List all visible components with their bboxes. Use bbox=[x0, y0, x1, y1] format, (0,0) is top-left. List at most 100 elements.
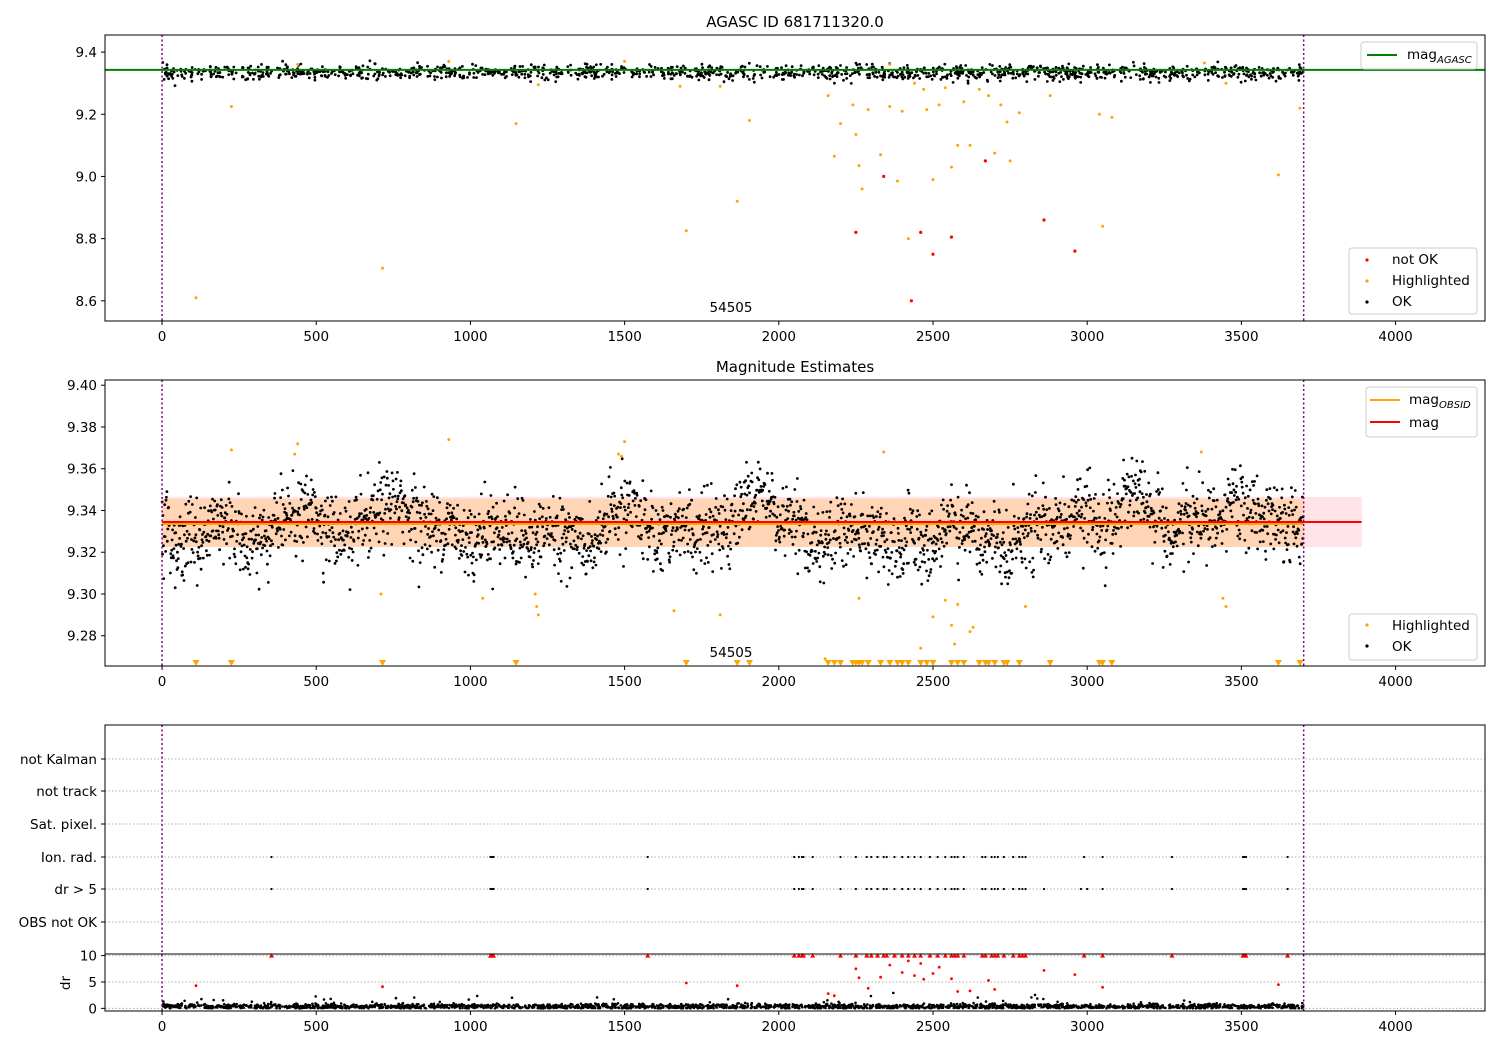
ok-point bbox=[749, 508, 752, 512]
ok-point bbox=[1121, 497, 1125, 500]
ok-point bbox=[558, 496, 562, 500]
ok-point bbox=[842, 78, 845, 82]
ok-point bbox=[233, 547, 236, 551]
ok-point bbox=[768, 514, 772, 518]
ok-point bbox=[222, 562, 225, 566]
ok-point bbox=[519, 556, 523, 560]
legend-mag: mag bbox=[1409, 415, 1439, 431]
ok-point bbox=[390, 543, 394, 546]
ok-point bbox=[759, 485, 763, 488]
ok-point bbox=[912, 76, 915, 80]
ok-point bbox=[824, 532, 827, 536]
ok-point bbox=[1170, 540, 1173, 543]
ok-point bbox=[1113, 525, 1116, 529]
ok-point bbox=[752, 74, 756, 78]
ok-point bbox=[510, 531, 514, 535]
dr-ok-point bbox=[495, 1002, 499, 1005]
ok-point bbox=[649, 489, 653, 493]
ok-point bbox=[801, 74, 804, 78]
ok-point bbox=[962, 515, 965, 518]
ok-point bbox=[1199, 536, 1203, 540]
ok-point bbox=[930, 509, 934, 513]
ok-point bbox=[1091, 525, 1095, 529]
ok-point bbox=[1105, 528, 1109, 532]
ok-point bbox=[378, 488, 382, 492]
ok-point bbox=[1247, 75, 1251, 79]
ok-point bbox=[1243, 538, 1247, 542]
ok-point bbox=[754, 493, 758, 497]
ok-point bbox=[652, 73, 655, 77]
ok-point bbox=[1028, 517, 1032, 520]
ok-point bbox=[480, 66, 484, 70]
ok-point bbox=[762, 71, 766, 74]
below-range-marker bbox=[904, 660, 912, 666]
ok-point bbox=[1261, 528, 1265, 532]
ok-point bbox=[580, 537, 583, 541]
flag-row-label: Ion. rad. bbox=[41, 850, 97, 866]
ok-point bbox=[996, 70, 1000, 74]
highlighted-point bbox=[718, 84, 722, 88]
ok-point bbox=[603, 512, 606, 516]
ok-point bbox=[708, 73, 712, 77]
ok-point bbox=[569, 542, 572, 546]
ok-point bbox=[165, 490, 169, 493]
ok-point bbox=[359, 473, 362, 477]
ok-point bbox=[227, 497, 231, 501]
ok-point bbox=[644, 498, 648, 502]
ok-point bbox=[518, 540, 522, 544]
ok-point bbox=[529, 70, 533, 74]
ok-point bbox=[310, 501, 314, 504]
ok-point bbox=[1162, 74, 1166, 78]
ok-point bbox=[1000, 73, 1004, 77]
ok-point bbox=[697, 78, 701, 82]
ok-point bbox=[816, 512, 820, 515]
ok-point bbox=[939, 78, 943, 81]
ok-point bbox=[1124, 66, 1128, 70]
ok-point bbox=[647, 70, 651, 74]
ok-point bbox=[546, 78, 550, 82]
ok-point bbox=[1251, 516, 1255, 520]
flag-point bbox=[800, 855, 804, 859]
ok-point bbox=[418, 561, 422, 564]
ok-point bbox=[1178, 530, 1182, 533]
ok-point bbox=[1043, 557, 1046, 561]
ok-point bbox=[702, 76, 706, 79]
ok-point bbox=[477, 512, 481, 516]
ok-point bbox=[166, 527, 170, 531]
ok-point bbox=[1047, 561, 1050, 565]
ok-point bbox=[192, 539, 196, 543]
ok-point bbox=[963, 538, 967, 541]
ok-point bbox=[213, 508, 217, 512]
ok-point bbox=[825, 510, 829, 513]
ok-point bbox=[1299, 516, 1303, 520]
ok-point bbox=[923, 560, 927, 564]
ok-point bbox=[526, 547, 530, 550]
ok-point bbox=[1154, 75, 1158, 79]
ok-point bbox=[733, 509, 737, 513]
ok-point bbox=[344, 76, 348, 80]
ok-point bbox=[539, 505, 542, 509]
ok-point bbox=[250, 537, 254, 541]
ok-point bbox=[773, 514, 776, 517]
ok-point bbox=[1031, 556, 1035, 560]
ok-point bbox=[874, 553, 877, 556]
highlighted-point bbox=[860, 187, 864, 191]
ok-point bbox=[653, 552, 657, 556]
ok-point bbox=[854, 491, 858, 495]
ok-point bbox=[1241, 475, 1244, 479]
ok-point bbox=[671, 71, 674, 75]
ok-point bbox=[263, 544, 267, 547]
ok-point bbox=[284, 72, 287, 76]
ok-point bbox=[347, 555, 351, 559]
ok-point bbox=[899, 73, 902, 76]
ok-point bbox=[1229, 501, 1233, 505]
ok-point bbox=[634, 515, 638, 518]
ok-point bbox=[589, 549, 592, 553]
ok-point bbox=[1209, 490, 1212, 494]
y-tick-label: 9.0 bbox=[76, 169, 97, 185]
ok-point bbox=[752, 80, 756, 84]
ok-point bbox=[1103, 517, 1107, 520]
ok-point bbox=[1113, 74, 1117, 77]
ok-point bbox=[1089, 497, 1093, 501]
ok-point bbox=[470, 531, 473, 534]
